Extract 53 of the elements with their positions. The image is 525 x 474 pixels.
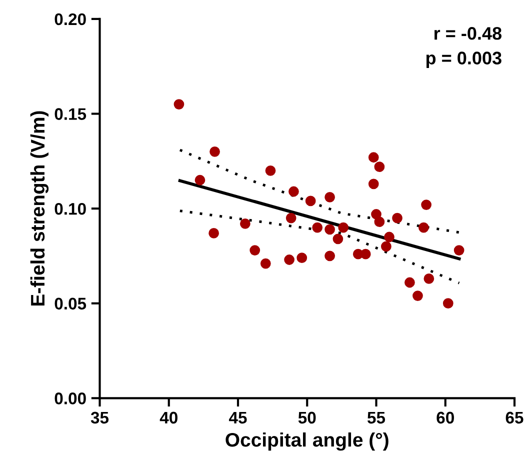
point xyxy=(208,228,219,238)
point xyxy=(421,200,432,210)
point xyxy=(404,277,415,288)
x-axis-title: Occipital angle (°) xyxy=(226,432,388,451)
point xyxy=(418,222,429,233)
point xyxy=(265,165,276,176)
x-tick-label: 35 xyxy=(90,412,109,424)
annotation: r = -0.48 xyxy=(434,27,502,40)
point xyxy=(412,290,423,301)
point xyxy=(296,252,308,264)
point xyxy=(374,216,385,228)
x-tick-label: 65 xyxy=(506,412,524,424)
x-tick-label: 40 xyxy=(160,412,178,424)
point xyxy=(368,152,379,163)
x-tick-label: 60 xyxy=(436,412,454,424)
x-tick-label: 45 xyxy=(228,412,247,424)
point xyxy=(442,298,454,309)
x-tick-label: 50 xyxy=(298,412,316,424)
point xyxy=(324,224,335,235)
point xyxy=(381,241,392,252)
y-axis-title: E-field strength (V/m) xyxy=(30,111,49,306)
point xyxy=(368,178,379,190)
x-tick-label: 55 xyxy=(367,412,386,424)
point xyxy=(174,99,184,110)
line-series xyxy=(178,179,461,260)
y-tick-label: 0.05 xyxy=(54,298,86,310)
point xyxy=(240,218,250,229)
point xyxy=(194,174,206,186)
point xyxy=(284,254,294,265)
point xyxy=(424,274,434,284)
point xyxy=(324,192,335,202)
point xyxy=(312,222,323,233)
point xyxy=(360,248,371,260)
point xyxy=(210,146,220,157)
annotation: p = 0.003 xyxy=(426,52,502,68)
line-series xyxy=(178,148,460,234)
point xyxy=(332,234,344,244)
y-tick-label: 0.20 xyxy=(54,13,86,26)
line-series xyxy=(178,210,460,284)
y-tick-label: 0.10 xyxy=(54,202,86,215)
point xyxy=(384,232,394,242)
point xyxy=(374,162,385,172)
point xyxy=(324,250,335,262)
point xyxy=(305,196,316,206)
point xyxy=(250,245,260,256)
point xyxy=(392,212,402,224)
point xyxy=(286,212,296,224)
y-tick-label: 0.15 xyxy=(54,108,86,120)
y-tick-label: 0.00 xyxy=(54,392,86,404)
point xyxy=(338,222,349,233)
point xyxy=(260,258,271,269)
point xyxy=(288,186,299,197)
point xyxy=(454,245,464,256)
